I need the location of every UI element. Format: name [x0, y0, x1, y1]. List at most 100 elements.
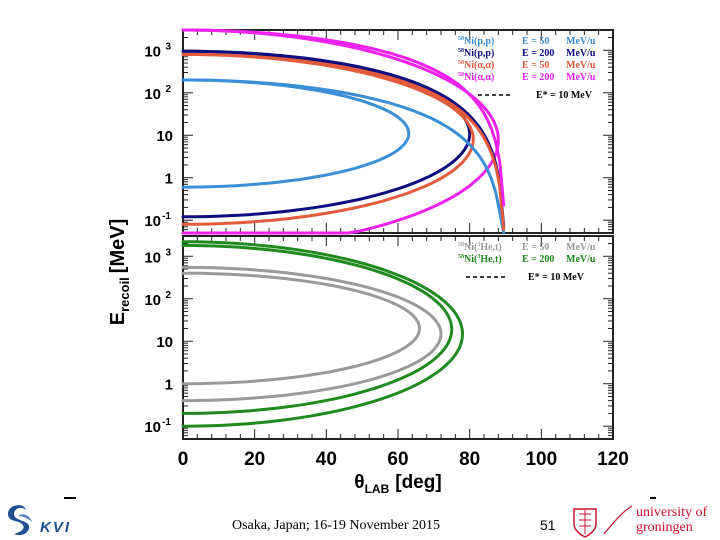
legend-energy: E = 200 [522, 48, 554, 59]
legend-excitation: E* = 10 MeV [528, 272, 585, 283]
series-curve [181, 52, 506, 231]
page-number: 51 [540, 517, 556, 533]
legend-energy: E = 200 [522, 254, 554, 265]
legend-mass2: 3 [477, 254, 480, 260]
x-axis-label: θLAB [deg] [354, 472, 441, 496]
x-tick-label: 120 [597, 449, 629, 470]
y-axis-label-sub: recoil [117, 277, 132, 312]
legend-label: Ni( [464, 242, 478, 253]
y-tick-label: 10 [144, 86, 161, 103]
legend-reaction: 58Ni(3He,t) [458, 254, 502, 265]
series-curve [181, 28, 500, 235]
series-curve [181, 271, 422, 386]
y-axis-label-unit: [MeV] [107, 219, 129, 273]
y-tick-label: 10 [144, 292, 161, 309]
rug-wing-icon [603, 505, 633, 535]
series-curve [181, 49, 506, 228]
legend-unit: MeV/u [566, 72, 596, 83]
bottom-minor-ticks [182, 235, 614, 440]
x-tick-label: 20 [244, 449, 265, 470]
y-tick-label: 1 [165, 377, 173, 394]
x-tick-label: 100 [525, 449, 557, 470]
kvi-logo-icon [8, 505, 32, 536]
y-tick-label-exp: -1 [162, 417, 171, 428]
y-tick-label: 10 [156, 334, 173, 351]
decor-dash-right [650, 497, 656, 499]
legend-unit: MeV/u [566, 254, 596, 265]
y-axis-label-main: E [107, 312, 129, 325]
legend-unit: MeV/u [566, 60, 596, 71]
bottom-curves [181, 240, 465, 428]
series-curve [181, 78, 411, 189]
series-curve [181, 243, 454, 415]
y-tick-label: 10 [144, 43, 161, 60]
x-tick-label: 60 [387, 449, 408, 470]
y-tick-label-exp: -1 [162, 211, 171, 222]
university-line-2: groningen [636, 520, 693, 535]
y-tick-label: 10 [144, 419, 161, 436]
y-tick-label-exp: 3 [165, 247, 171, 258]
y-axis-label: Erecoil [MeV] [107, 219, 132, 325]
legend-label: Ni(p,p) [464, 48, 494, 59]
legend-label-end: He,t) [480, 254, 501, 265]
x-tick-label: 40 [316, 449, 337, 470]
x-axis-label-unit: [deg] [395, 472, 441, 493]
legend-unit: MeV/u [566, 48, 596, 59]
legend-mass: 58 [458, 242, 464, 248]
legend-reaction: 58Ni(p,p) [458, 48, 494, 59]
legend-energy: E = 50 [522, 60, 549, 71]
legend-energy: E = 50 [522, 242, 549, 253]
x-tick-labels: 0 20 40 60 80 100 120 [178, 449, 629, 470]
legend-mass: 58 [458, 36, 464, 42]
bottom-plot-frame [182, 235, 614, 440]
series-curve [181, 78, 506, 235]
legend-mass: 58 [458, 60, 464, 66]
decor-dash-left [64, 497, 76, 499]
legend-energy: E = 200 [522, 72, 554, 83]
legend-reaction: 58Ni(α,α) [458, 72, 494, 83]
series-curve [181, 240, 465, 428]
legend-excitation: E* = 10 MeV [536, 90, 593, 101]
y-tick-label: 10 [156, 128, 173, 145]
top-curves [181, 28, 506, 235]
legend-reaction: 58Ni(p,p) [458, 36, 494, 47]
legend-mass: 58 [458, 254, 464, 260]
legend-unit: MeV/u [566, 242, 596, 253]
legend-label: Ni(α,α) [464, 60, 494, 71]
legend-label: Ni(α,α) [464, 72, 494, 83]
x-axis-label-sub: LAB [365, 482, 390, 496]
series-curve [181, 28, 506, 207]
legend-mass: 58 [458, 48, 464, 54]
legend-mass: 58 [458, 72, 464, 78]
legend-label-end: He,t) [480, 242, 501, 253]
y-tick-label: 10 [144, 249, 161, 266]
rug-crest-icon [573, 508, 597, 538]
legend-label: Ni( [464, 254, 478, 265]
x-tick-label: 80 [459, 449, 480, 470]
series-curve [181, 49, 472, 219]
footer-event: Osaka, Japan; 16-19 November 2015 [232, 518, 441, 533]
x-axis-label-main: θ [354, 472, 364, 493]
university-line-1: university of [636, 505, 708, 520]
legend-mass2: 3 [477, 242, 480, 248]
university-name: university of groningen [636, 505, 707, 535]
legend-reaction: 58Ni(3He,t) [458, 242, 502, 253]
kvi-logo-text: KVI [40, 519, 72, 536]
x-tick-label: 0 [178, 449, 189, 470]
top-minor-ticks [182, 29, 614, 234]
series-curve [181, 265, 443, 403]
y-tick-label-exp: 3 [165, 41, 171, 52]
legend-label: Ni(p,p) [464, 36, 494, 47]
y-tick-label-exp: 2 [165, 84, 171, 95]
legend-unit: MeV/u [566, 36, 596, 47]
y-tick-label: 10 [144, 213, 161, 230]
legend-reaction: 58Ni(α,α) [458, 60, 494, 71]
y-tick-label-exp: 2 [165, 290, 171, 301]
